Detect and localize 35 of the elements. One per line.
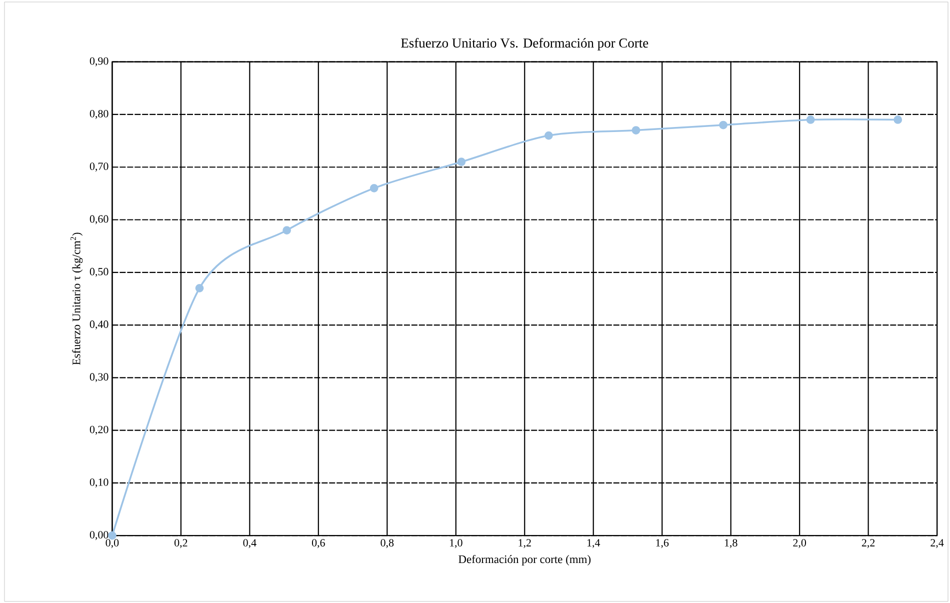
y-axis-title: Esfuerzo Unitario τ (kg/cm$^{2}$) bbox=[70, 232, 83, 365]
y-tick-label: 0,50 bbox=[90, 268, 108, 277]
point bbox=[195, 284, 204, 292]
x-tick-label: 0,2 bbox=[174, 538, 188, 548]
y-tick-label: 0,70 bbox=[90, 162, 108, 172]
y-tick-label: 0,10 bbox=[90, 478, 108, 488]
point bbox=[544, 131, 553, 140]
point bbox=[806, 115, 815, 124]
point bbox=[719, 120, 728, 129]
y-tick-label: 0,00 bbox=[90, 530, 108, 540]
x-tick-label: 0,4 bbox=[243, 538, 256, 548]
x-tick-label: 1,4 bbox=[587, 538, 600, 548]
point bbox=[632, 126, 640, 134]
y-tick-label: 0,80 bbox=[90, 110, 108, 119]
x-tick-label: 2,2 bbox=[862, 538, 875, 548]
chart-title: Esfuerzo Unitario Vs. Deformación por Corte bbox=[401, 38, 648, 50]
point bbox=[894, 115, 902, 124]
x-tick-label: 1,0 bbox=[450, 538, 462, 548]
x-tick-label: 1,8 bbox=[724, 538, 738, 548]
x-tick-label: 1,2 bbox=[518, 538, 531, 548]
x-tick-label: 0,0 bbox=[106, 538, 119, 548]
x-tick-label: 2,4 bbox=[930, 538, 944, 548]
y-tick-label: 0,60 bbox=[90, 215, 108, 224]
point bbox=[457, 157, 466, 166]
y-tick-label: 0,20 bbox=[90, 426, 108, 435]
y-tick-label: 0,30 bbox=[90, 372, 108, 382]
x-tick-label: 0,8 bbox=[380, 538, 394, 548]
y-tick-label: 0,40 bbox=[90, 320, 108, 330]
x-tick-label: 2,0 bbox=[793, 538, 806, 548]
point bbox=[370, 184, 378, 192]
x-axis-title: Deformación por corte (mm) bbox=[458, 554, 591, 566]
point bbox=[282, 226, 291, 234]
x-tick-label: 1,6 bbox=[656, 538, 669, 548]
x-tick-label: 0,6 bbox=[312, 538, 325, 548]
y-tick-label: 0,90 bbox=[90, 57, 108, 66]
